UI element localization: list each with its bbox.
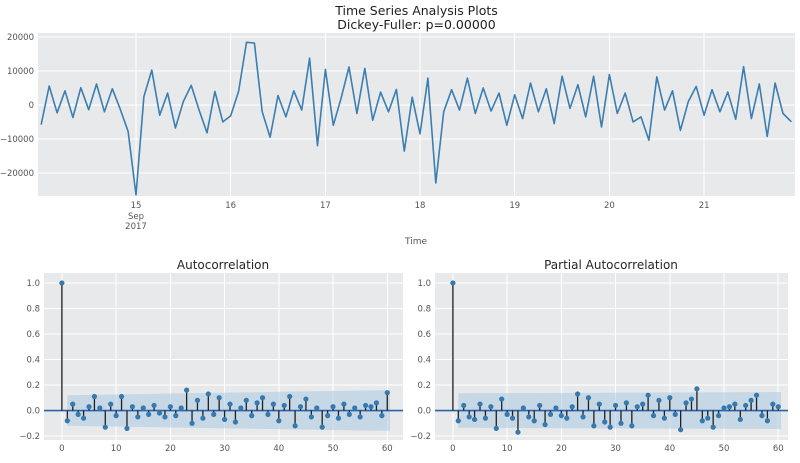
y-tick-label: 20000 [7,33,34,43]
x-tick-label: 18 [415,201,426,211]
acf-markers [59,280,390,431]
x-tick-label: 0 [450,444,455,454]
x-tick-label: 21 [699,201,710,211]
x-tick-label: 20 [556,444,567,454]
y-tick-label: 1.0 [26,279,40,289]
x-tick-label: 30 [610,444,621,454]
y-tick-label: 0.2 [417,381,431,391]
y-tick-label: 10000 [7,67,34,77]
x-tick-label: 10 [502,444,513,454]
y-tick-label: −0.2 [410,432,431,442]
y-tick-label: 0.8 [417,304,431,314]
x-tick-label: 20 [165,444,176,454]
x-tick-label: 17 [320,201,331,211]
figure-title: Time Series Analysis Plots Dickey-Fuller… [38,4,795,32]
x-tick-label: 60 [382,444,393,454]
acf-x-tick-labels: 0 10 20 30 40 50 60 [59,444,393,454]
x-tick-label: 15 [131,201,142,211]
x-tick-label: 20 [604,201,615,211]
partial-autocorrelation-chart: 0 10 20 30 40 50 60 1.0 0.8 0.6 0.4 0.2 0.0 −0.2 Parti… [410,258,788,454]
pacf-y-tick-labels: 1.0 0.8 0.6 0.4 0.2 0.0 −0.2 [410,279,431,442]
y-tick-label: 1.0 [417,279,431,289]
x-tick-label: 60 [773,444,784,454]
x-tick-label: 10 [111,444,122,454]
x-tick-label: 50 [719,444,730,454]
y-tick-label: 0.0 [26,407,40,417]
x-tick-label: 16 [225,201,236,211]
x-tick-sublabel: Sep [128,212,144,222]
acf-y-tick-labels: 1.0 0.8 0.6 0.4 0.2 0.0 −0.2 [19,279,40,442]
x-tick-label: 50 [328,444,339,454]
x-tick-label: 0 [59,444,64,454]
y-tick-label: 0.4 [26,355,40,365]
y-tick-label: −20000 [0,169,34,179]
autocorrelation-chart: 0 10 20 30 40 50 60 1.0 0.8 0.6 0.4 0.2 0.0 −0.2 Autoc… [19,258,403,454]
x-tick-label: 40 [664,444,675,454]
x-tick-label: 40 [273,444,284,454]
x-tick-label: 30 [219,444,230,454]
time-series-line [40,41,792,196]
y-tick-label: 0.0 [417,407,431,417]
y-tick-label: 0.8 [26,304,40,314]
x-tick-label: 19 [509,201,520,211]
y-tick-label: 0 [29,101,34,111]
x-axis-label: Time [404,237,427,247]
figure-title-line2: Dickey-Fuller: p=0.00000 [337,17,496,32]
y-tick-label: 0.4 [417,355,431,365]
y-tick-label: −0.2 [19,432,40,442]
y-tick-label: 0.2 [26,381,40,391]
x-tick-sublabel: 2017 [125,222,147,232]
figure-title-line1: Time Series Analysis Plots [335,3,498,18]
y-tick-label: −10000 [0,135,34,145]
pacf-x-tick-labels: 0 10 20 30 40 50 60 [450,444,783,454]
acf-title: Autocorrelation [177,258,269,272]
pacf-markers [450,280,781,435]
timeseries-gridlines [38,33,795,196]
timeseries-y-tick-labels: 20000 10000 0 −10000 −20000 [0,33,34,179]
y-tick-label: 0.6 [417,330,431,340]
y-tick-label: 0.6 [26,330,40,340]
pacf-title: Partial Autocorrelation [544,258,678,272]
